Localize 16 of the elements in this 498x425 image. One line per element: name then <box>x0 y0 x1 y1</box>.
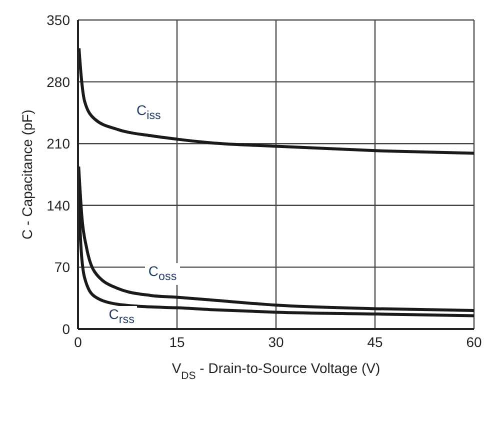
x-tick-label: 60 <box>466 334 482 350</box>
y-tick-label: 210 <box>46 136 70 152</box>
annotation: C$_{oss}$ <box>145 262 180 285</box>
y-tick-label: 350 <box>46 12 70 28</box>
x-tick-label: 0 <box>74 334 82 350</box>
x-axis-title: V$_{DS}$ - Drain-to-Source Voltage (V) <box>172 360 380 382</box>
x-tick-label: 45 <box>367 334 383 350</box>
y-tick-label: 140 <box>46 197 70 214</box>
y-tick-label: 0 <box>62 320 70 337</box>
x-tick-label: 30 <box>268 334 284 350</box>
annotation: C$_{iss}$ <box>134 102 164 124</box>
annotation: C$_{rss}$ <box>106 306 138 328</box>
y-tick-label: 70 <box>54 259 70 276</box>
y-tick-label: 280 <box>46 74 70 90</box>
x-tick-label: 15 <box>169 334 185 350</box>
y-axis-title: C - Capacitance (pF) <box>19 110 35 240</box>
